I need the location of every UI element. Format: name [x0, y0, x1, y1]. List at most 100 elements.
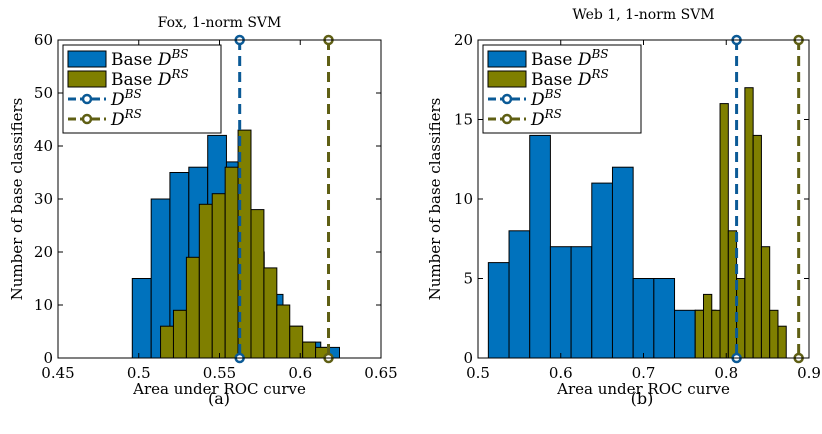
histogram-bar [237, 129, 252, 359]
x-tick-label: 0.45 [41, 364, 74, 382]
histogram-bar [760, 246, 771, 359]
y-tick-label: 50 [34, 84, 53, 102]
legend-label-symbol: D [577, 70, 592, 90]
legend-label-symbol: D [530, 110, 545, 130]
y-tick-label: 10 [454, 190, 473, 208]
legend-item: Base DRS [67, 67, 189, 90]
histogram-bar [777, 325, 787, 359]
legend-label-main: Base [531, 50, 578, 70]
y-axis-label: Number of base classifiers [426, 98, 444, 301]
legend-label-superscript: RS [124, 107, 142, 121]
legend-label: DBS [110, 87, 142, 110]
histogram-bar [198, 203, 213, 359]
x-tick-label: 0.9 [797, 364, 821, 382]
y-tick-label: 10 [34, 296, 53, 314]
legend-label-symbol: D [157, 50, 172, 70]
histogram-bar [549, 246, 572, 359]
legend-marker [501, 113, 513, 125]
legend-label-symbol: D [157, 70, 172, 90]
histogram-bar [250, 209, 265, 359]
histogram-bar [172, 309, 187, 359]
legend-swatch [67, 70, 107, 88]
legend-label-symbol: D [110, 90, 125, 110]
legend-label-superscript: RS [544, 107, 562, 121]
legend-label-superscript: RS [590, 67, 608, 81]
chart-title: Fox, 1-norm SVM [158, 15, 282, 31]
x-tick-label: 0.55 [203, 364, 236, 382]
x-tick-label: 0.8 [714, 364, 738, 382]
legend-swatch [67, 50, 107, 68]
x-axis-label: Area under ROC curve [556, 380, 730, 398]
histogram-bar [570, 246, 593, 359]
histogram-bar [744, 87, 754, 359]
legend-label: Base DRS [531, 67, 609, 90]
legend-label: Base DBS [531, 47, 609, 70]
legend-item: DBS [488, 87, 562, 110]
histogram-bar [302, 341, 317, 359]
legend-label: DRS [110, 107, 142, 130]
legend-marker [81, 93, 93, 105]
legend-label-symbol: D [530, 90, 545, 110]
histogram-bar [752, 134, 762, 359]
legend-item: Base DBS [67, 47, 189, 70]
legend-label-symbol: D [577, 50, 592, 70]
histogram-bar [211, 193, 226, 359]
legend-label: Base DBS [111, 47, 189, 70]
histogram-bar [711, 309, 721, 359]
histogram-bar [508, 230, 531, 359]
legend-swatch [487, 70, 527, 88]
legend-swatch [487, 50, 527, 68]
y-axis-label: Number of base classifiers [8, 98, 26, 301]
x-tick-label: 0.7 [632, 364, 656, 382]
y-tick-label: 15 [454, 111, 473, 129]
y-tick-label: 40 [34, 137, 53, 155]
histogram-bar [276, 304, 291, 359]
histogram-bar [529, 134, 551, 359]
x-tick-label: 0.65 [364, 364, 397, 382]
chart-panel-2: 0.5 0.6 0.7 0.8 0.9 0 5 10 15 20 Web 1, 1-norm SVM… [426, 7, 821, 408]
legend-label-superscript: BS [544, 87, 562, 101]
legend-item: DRS [488, 107, 562, 130]
legend-label-superscript: BS [124, 87, 142, 101]
legend-marker [81, 113, 93, 125]
legend-label-main: Base [111, 50, 158, 70]
y-tick-label: 5 [463, 270, 473, 288]
histogram-bar [185, 256, 200, 359]
y-tick-label: 0 [463, 349, 473, 367]
histogram-bar [674, 309, 696, 359]
legend-item: DRS [68, 107, 142, 130]
legend-item: DBS [68, 87, 142, 110]
legend-label-symbol: D [110, 110, 125, 130]
legend-label-main: Base [111, 70, 158, 90]
x-axis-label: Area under ROC curve [132, 380, 306, 398]
legend-marker [501, 93, 513, 105]
legend-label: Base DRS [111, 67, 189, 90]
histogram-bar [591, 182, 613, 359]
histogram-bar [131, 278, 152, 359]
y-tick-label: 20 [454, 31, 473, 49]
histogram-bar [719, 103, 729, 359]
legend-label-superscript: BS [170, 47, 188, 61]
chart-title: Web 1, 1-norm SVM [572, 7, 714, 23]
x-tick-label: 0.6 [549, 364, 573, 382]
series-base-drs-bars [160, 129, 330, 359]
histogram-bar [632, 278, 655, 359]
y-tick-label: 60 [34, 31, 53, 49]
chart-panel-1: 0.45 0.5 0.55 0.6 0.65 0 10 20 30 40 50 60 Fox, 1-no… [8, 15, 398, 408]
histogram-bar [160, 325, 174, 359]
y-tick-label: 0 [43, 349, 53, 367]
legend-label-superscript: BS [590, 47, 608, 61]
panel-caption: (a) [208, 389, 230, 408]
legend-label-superscript: RS [170, 67, 188, 81]
histogram-bar [702, 293, 713, 359]
y-tick-label: 20 [34, 243, 53, 261]
histogram-bar [769, 309, 779, 359]
x-tick-label: 0.6 [288, 364, 312, 382]
histogram-bar [487, 262, 510, 359]
legend-item: Base DRS [487, 67, 609, 90]
legend-item: Base DBS [487, 47, 609, 70]
legend-label: DBS [530, 87, 562, 110]
